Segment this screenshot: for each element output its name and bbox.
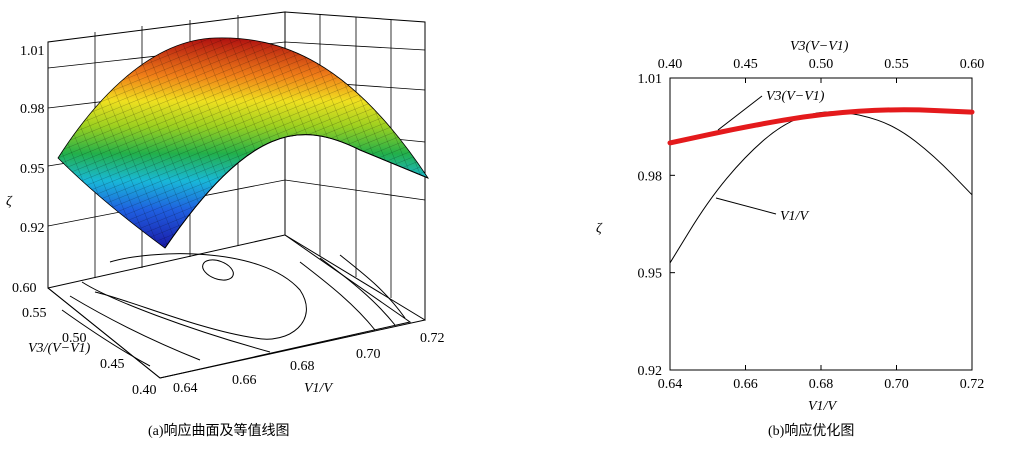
y-axis: 0.60 0.55 0.50 0.45 0.40 V3/(V−V1)	[12, 281, 161, 398]
response-surface	[57, 37, 430, 249]
z-tick: 1.01	[20, 44, 45, 59]
left-tick-label: 1.01	[638, 72, 663, 87]
top-axis-label: V3(V−V1)	[790, 39, 849, 54]
left-tick-label: 0.98	[638, 169, 663, 184]
z-axis: 1.01 0.98 0.95 0.92 ζ	[6, 44, 45, 236]
y-tick: 0.40	[132, 383, 157, 398]
z-tick: 0.92	[20, 221, 45, 236]
series-line-1	[667, 107, 975, 146]
contour-4	[61, 309, 151, 367]
annotation-top-series: V3(V−V1)	[766, 89, 825, 104]
contour-1	[94, 253, 307, 340]
floor-contours	[61, 253, 406, 367]
y-tick: 0.45	[100, 357, 125, 372]
z-axis-label: ζ	[6, 194, 13, 209]
y-tick: 0.60	[12, 281, 37, 296]
top-tick-label: 0.50	[809, 57, 834, 72]
top-tick-label: 0.40	[658, 57, 683, 72]
annotation-bottom-series: V1/V	[780, 209, 809, 224]
bottom-tick-label: 0.72	[960, 377, 985, 392]
x-tick: 0.66	[232, 373, 257, 388]
top-tick-label: 0.55	[884, 57, 909, 72]
y-tick: 0.55	[22, 306, 47, 321]
bottom-axis-label: V1/V	[808, 399, 837, 414]
bottom-tick-label: 0.70	[884, 377, 909, 392]
y-tick: 0.50	[62, 331, 87, 346]
annotation-leader-top	[717, 95, 763, 131]
left-tick-label: 0.92	[638, 364, 663, 379]
z-tick: 0.98	[20, 102, 45, 117]
right-chart-ticks: 0.64 0.66 0.68 0.70 0.72 0.40 0.45 0.50 0.55 0.60…	[638, 57, 985, 392]
bottom-tick-label: 0.66	[733, 377, 758, 392]
contour-2	[81, 281, 271, 353]
left-axis-label: ζ	[596, 221, 603, 236]
top-tick-label: 0.45	[733, 57, 758, 72]
left-tick-label: 0.95	[638, 267, 663, 282]
x-tick: 0.64	[173, 381, 198, 396]
contour-3	[69, 295, 201, 361]
surface-chart: 1.01 0.98 0.95 0.92 ζ 0.60 0.55 0.50 0.4…	[6, 11, 445, 439]
annotation-leader-bottom	[715, 197, 777, 215]
optimization-chart: 0.64 0.66 0.68 0.70 0.72 0.40 0.45 0.50 0.55 0.60…	[596, 39, 984, 439]
x-axis-label: V1/V	[304, 381, 333, 396]
x-tick: 0.70	[356, 347, 381, 362]
contour-peak	[202, 259, 234, 281]
bottom-tick-label: 0.68	[809, 377, 834, 392]
z-tick: 0.95	[20, 162, 45, 177]
x-tick: 0.72	[420, 331, 445, 346]
top-tick-label: 0.60	[960, 57, 985, 72]
y-axis-label: V3/(V−V1)	[28, 341, 91, 356]
contour-7	[339, 254, 406, 319]
plot-frame	[669, 77, 973, 371]
right-chart-series	[667, 107, 975, 264]
bottom-tick-label: 0.64	[658, 377, 683, 392]
x-axis: 0.64 0.66 0.68 0.70 0.72 V1/V	[173, 331, 445, 396]
contour-5	[299, 261, 376, 331]
contour-6	[319, 257, 396, 326]
caption-left: (a)响应曲面及等值线图	[148, 422, 290, 439]
x-tick: 0.68	[290, 359, 315, 374]
caption-right: (b)响应优化图	[768, 422, 854, 439]
